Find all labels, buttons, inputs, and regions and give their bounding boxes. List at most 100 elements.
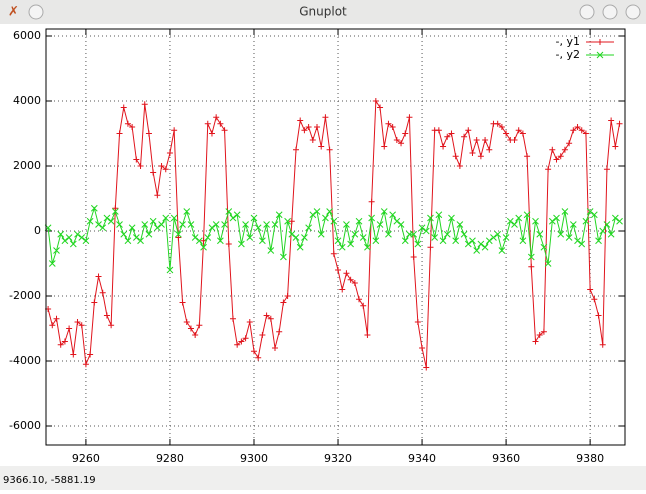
point-marker xyxy=(292,234,300,241)
y-tick-label: 0 xyxy=(34,224,41,237)
point-marker xyxy=(61,338,68,345)
point-marker xyxy=(179,221,186,228)
point-marker xyxy=(91,299,98,306)
point-marker xyxy=(553,214,560,222)
point-marker xyxy=(410,253,417,260)
point-marker xyxy=(53,315,60,322)
maximize-button[interactable] xyxy=(602,4,618,20)
point-marker xyxy=(309,211,317,219)
point-marker xyxy=(351,279,358,286)
point-marker xyxy=(469,149,476,156)
point-marker xyxy=(141,221,149,228)
point-marker xyxy=(423,364,430,371)
point-marker xyxy=(86,217,94,225)
point-marker xyxy=(364,331,371,338)
point-marker xyxy=(616,217,623,225)
point-marker xyxy=(402,130,409,137)
point-marker xyxy=(313,208,321,215)
point-marker xyxy=(250,214,258,222)
point-marker xyxy=(565,234,573,241)
point-marker xyxy=(448,214,455,222)
status-text: 9366.10, -5881.19 xyxy=(3,475,96,486)
point-marker xyxy=(591,296,598,303)
point-marker xyxy=(124,237,132,245)
point-marker xyxy=(238,240,245,248)
point-marker xyxy=(418,224,426,232)
close-button[interactable] xyxy=(625,4,641,20)
point-marker xyxy=(234,341,241,348)
point-marker xyxy=(53,247,60,254)
point-marker xyxy=(137,237,144,245)
point-marker xyxy=(465,127,472,134)
menu-button[interactable] xyxy=(28,4,44,20)
point-marker xyxy=(99,224,107,232)
point-marker xyxy=(255,354,262,361)
point-marker xyxy=(158,162,165,169)
point-marker xyxy=(284,217,291,225)
point-marker xyxy=(271,344,278,351)
point-marker xyxy=(347,276,354,283)
point-marker xyxy=(166,266,174,274)
point-marker xyxy=(229,214,237,222)
point-marker xyxy=(616,120,623,127)
point-marker xyxy=(238,338,245,345)
point-marker xyxy=(456,162,463,169)
window-title: Gnuplot xyxy=(299,5,347,19)
point-marker xyxy=(569,221,577,228)
point-marker xyxy=(603,221,611,228)
x-tick-label: 9320 xyxy=(324,452,352,465)
point-marker xyxy=(229,315,236,322)
point-marker xyxy=(578,240,586,248)
x-tick-label: 9300 xyxy=(240,452,268,465)
point-marker xyxy=(107,217,115,225)
point-marker xyxy=(61,237,69,245)
point-marker xyxy=(129,123,136,130)
point-marker xyxy=(221,221,228,228)
point-marker xyxy=(364,243,371,251)
point-marker xyxy=(212,221,220,228)
point-marker xyxy=(368,214,375,222)
point-marker xyxy=(66,325,73,332)
point-marker xyxy=(137,162,144,169)
point-marker xyxy=(263,312,270,319)
point-marker xyxy=(275,211,283,219)
point-marker xyxy=(153,224,161,232)
point-marker xyxy=(208,130,215,137)
point-marker xyxy=(452,153,459,160)
point-marker xyxy=(502,234,510,241)
point-marker xyxy=(477,153,484,160)
point-marker xyxy=(120,104,127,111)
point-marker xyxy=(503,130,510,137)
point-marker xyxy=(544,260,552,267)
point-marker xyxy=(398,140,405,147)
point-marker xyxy=(128,224,136,232)
point-marker xyxy=(90,204,98,212)
point-marker xyxy=(124,120,131,127)
point-marker xyxy=(376,221,384,228)
minimize-button[interactable] xyxy=(579,4,595,20)
point-marker xyxy=(612,143,619,150)
point-marker xyxy=(78,322,85,329)
point-marker xyxy=(170,214,178,222)
point-marker xyxy=(95,273,102,280)
point-marker xyxy=(132,234,140,241)
point-marker xyxy=(440,143,447,150)
x-tick-label: 9360 xyxy=(492,452,520,465)
point-marker xyxy=(477,240,485,248)
point-marker xyxy=(217,237,224,245)
point-marker xyxy=(70,351,77,358)
point-marker xyxy=(330,250,337,257)
point-marker xyxy=(183,318,190,325)
point-marker xyxy=(595,312,602,319)
point-marker xyxy=(246,318,253,325)
point-marker xyxy=(393,217,401,225)
point-marker xyxy=(590,211,598,219)
x-tick-label: 9340 xyxy=(408,452,436,465)
point-marker xyxy=(309,136,316,143)
point-marker xyxy=(422,227,430,235)
point-marker xyxy=(540,243,548,251)
point-marker xyxy=(335,266,342,273)
point-marker xyxy=(578,127,585,134)
point-marker xyxy=(561,146,568,153)
point-marker xyxy=(74,318,81,325)
